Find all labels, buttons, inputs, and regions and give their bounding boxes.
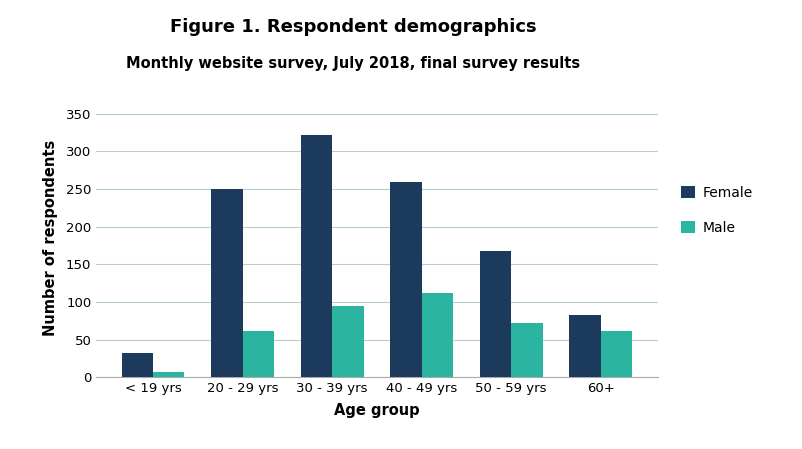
- X-axis label: Age group: Age group: [334, 403, 419, 418]
- Bar: [243, 330, 274, 377]
- Bar: [511, 323, 543, 377]
- Legend: Female, Male: Female, Male: [676, 180, 758, 240]
- Bar: [601, 331, 632, 377]
- Bar: [153, 372, 184, 377]
- Y-axis label: Number of respondents: Number of respondents: [43, 140, 58, 336]
- Text: Figure 1. Respondent demographics: Figure 1. Respondent demographics: [169, 18, 537, 36]
- Bar: [480, 251, 511, 377]
- Bar: [422, 293, 453, 377]
- Bar: [332, 306, 363, 377]
- Bar: [122, 353, 153, 377]
- Bar: [391, 182, 422, 377]
- Bar: [301, 135, 332, 377]
- Bar: [211, 189, 243, 377]
- Bar: [569, 316, 601, 377]
- Text: Monthly website survey, July 2018, final survey results: Monthly website survey, July 2018, final…: [126, 56, 580, 71]
